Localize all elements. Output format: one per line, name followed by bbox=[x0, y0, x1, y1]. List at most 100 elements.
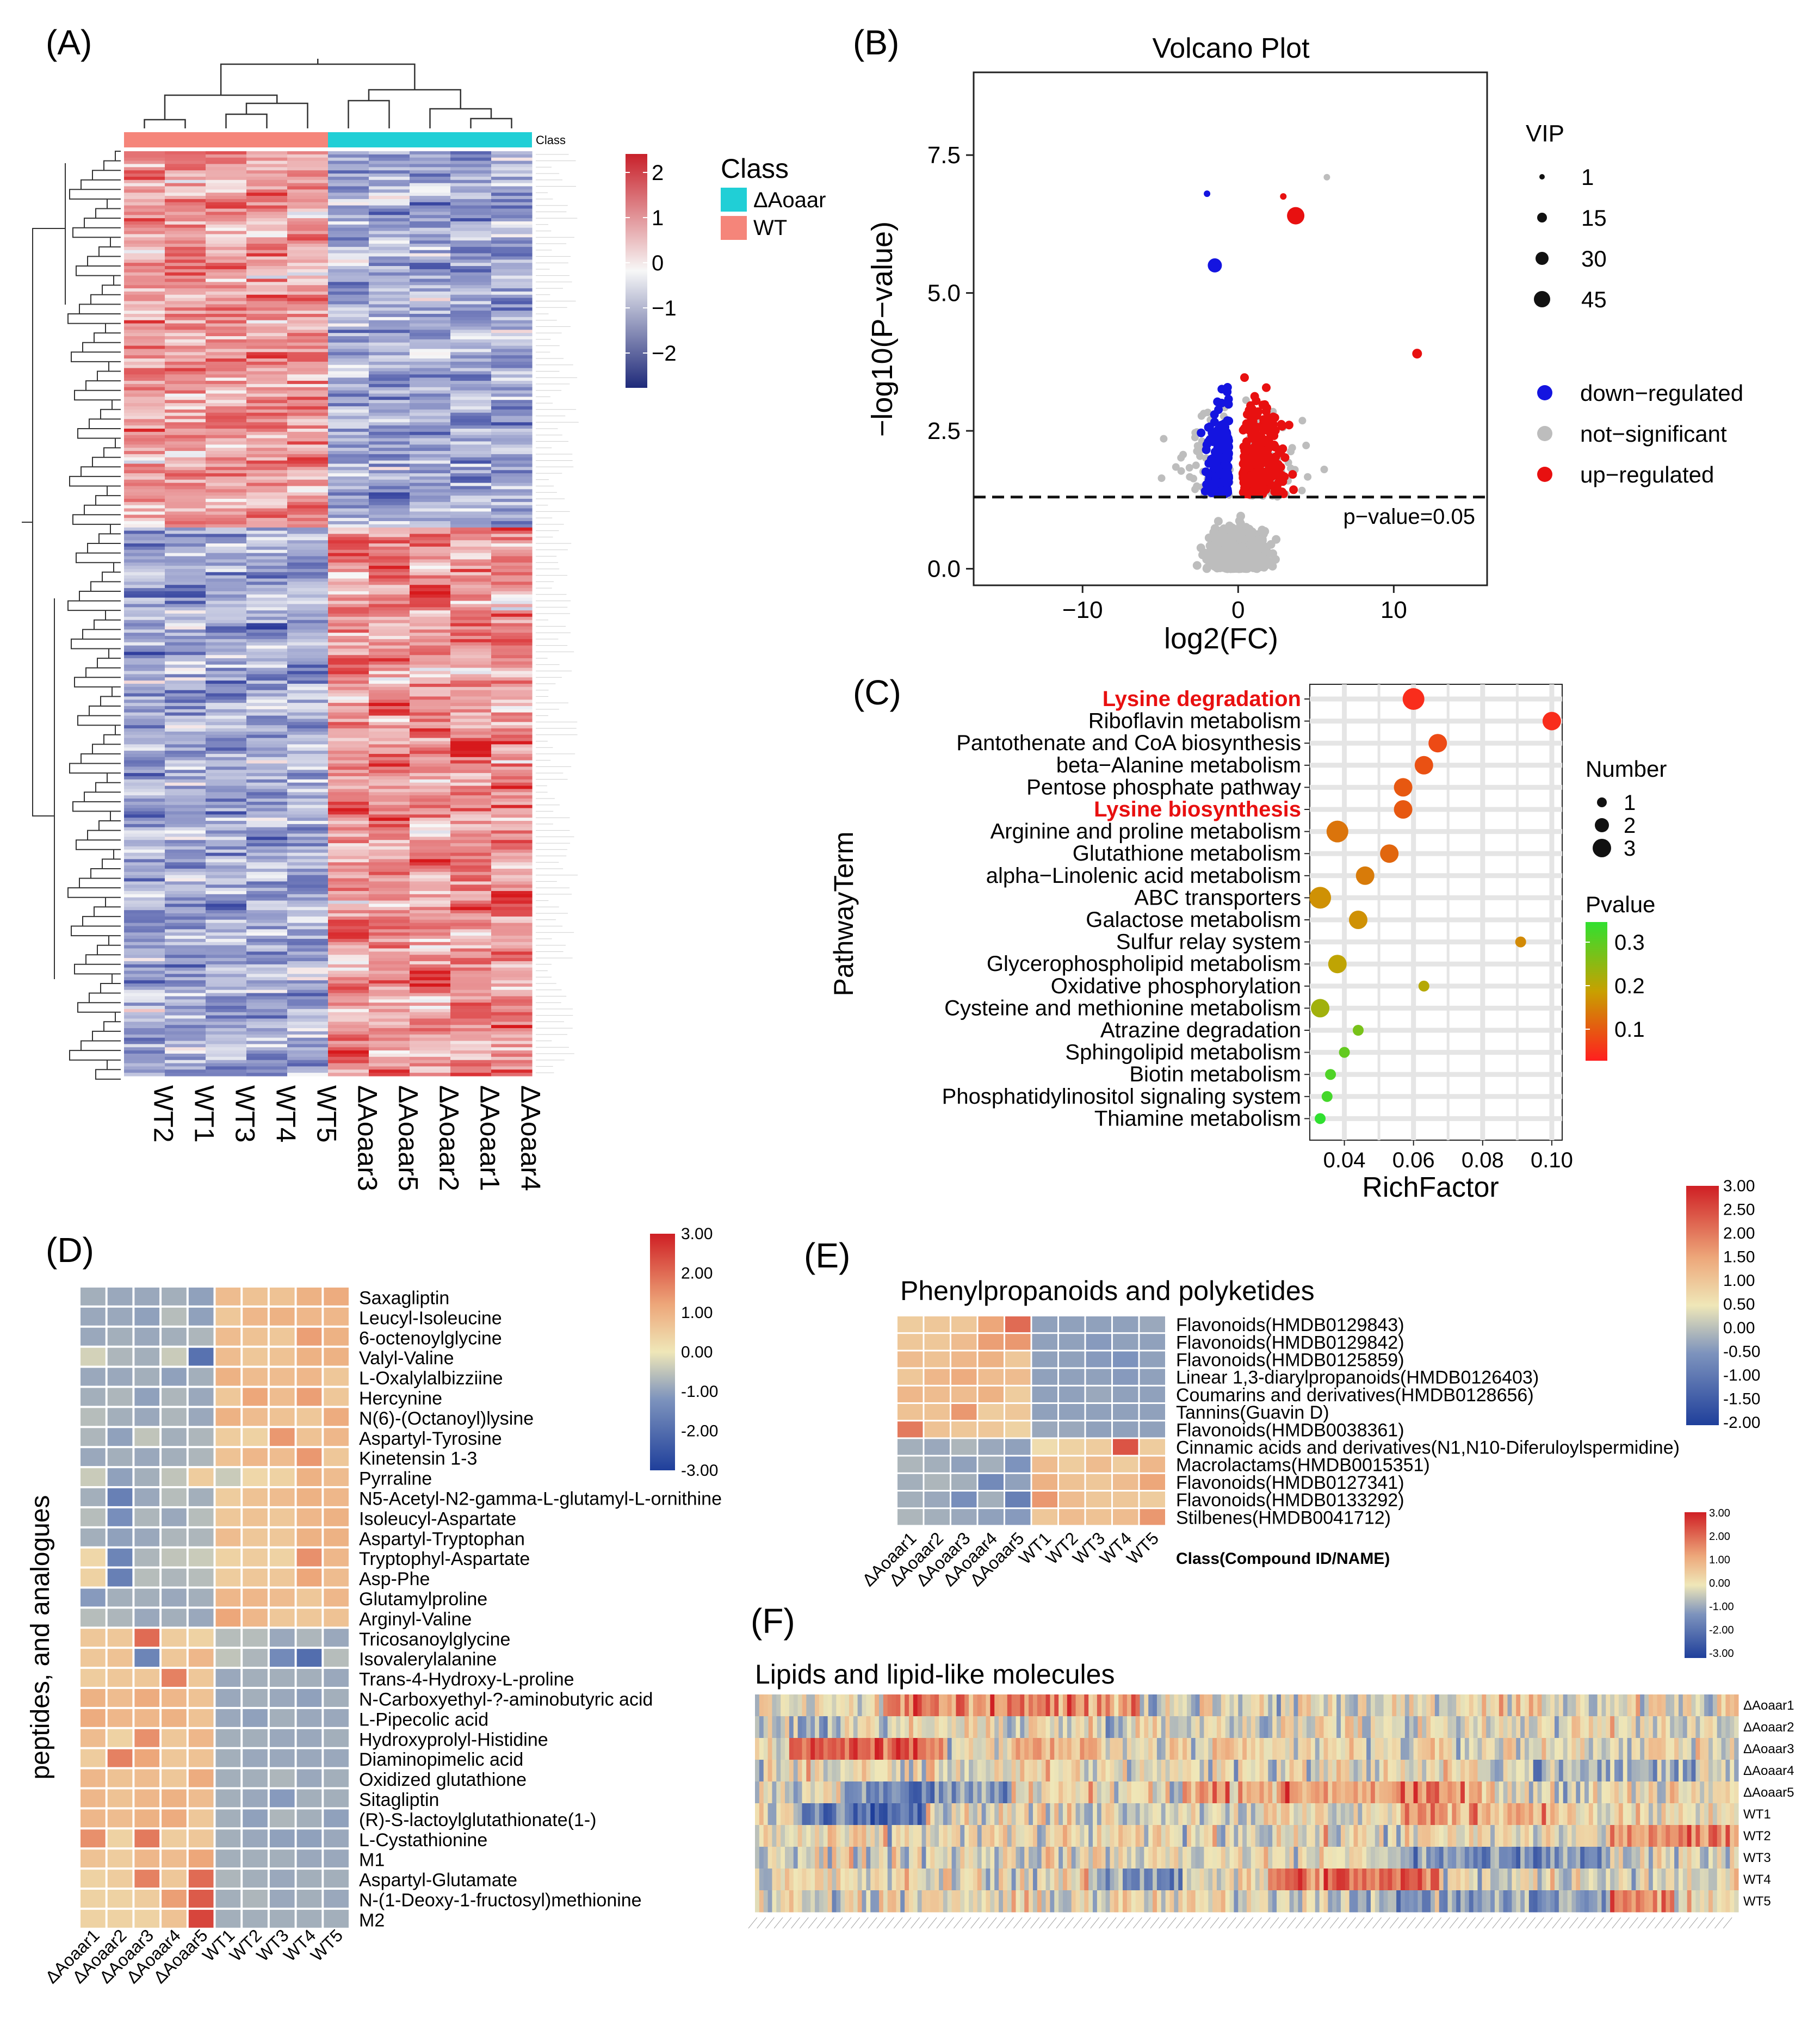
a-heat-cell bbox=[165, 244, 206, 247]
d-heat-cell bbox=[216, 1408, 241, 1426]
a-heat-cell bbox=[165, 496, 206, 499]
d-heat-cell bbox=[189, 1549, 214, 1567]
a-heat-cell bbox=[491, 473, 533, 477]
a-heat-cell bbox=[450, 990, 492, 993]
a-heat-cell bbox=[369, 840, 410, 843]
a-heat-cell bbox=[246, 189, 288, 193]
a-heat-cell bbox=[287, 180, 329, 183]
a-heat-cell bbox=[328, 827, 369, 831]
a-heat-cell bbox=[491, 633, 533, 636]
a-heat-cell bbox=[124, 958, 165, 961]
a-heat-cell bbox=[124, 786, 165, 789]
a-heat-cell bbox=[165, 610, 206, 614]
a-heat-cell bbox=[328, 505, 369, 509]
a-heat-cell bbox=[491, 444, 533, 448]
a-heat-cell bbox=[450, 859, 492, 862]
a-heat-cell bbox=[410, 949, 451, 952]
a-heat-cell bbox=[206, 154, 247, 158]
a-heat-cell bbox=[206, 945, 247, 949]
a-heat-cell bbox=[287, 292, 329, 295]
a-heat-cell bbox=[410, 617, 451, 620]
a-heat-cell bbox=[410, 831, 451, 834]
a-heat-cell bbox=[246, 636, 288, 639]
a-heat-cell bbox=[246, 419, 288, 422]
a-heat-cell bbox=[246, 499, 288, 502]
a-heat-cell bbox=[287, 910, 329, 913]
b-point-ns bbox=[1211, 524, 1219, 533]
a-heat-cell bbox=[206, 502, 247, 505]
c-number-label: 2 bbox=[1624, 814, 1636, 838]
a-heat-cell bbox=[369, 827, 410, 831]
a-heat-cell bbox=[206, 202, 247, 206]
b-point-up bbox=[1240, 373, 1249, 382]
c-point bbox=[1349, 911, 1367, 929]
a-heat-cell bbox=[246, 451, 288, 454]
a-heat-cell bbox=[124, 282, 165, 285]
a-heat-cell bbox=[165, 186, 206, 189]
a-heat-cell bbox=[206, 891, 247, 894]
a-heat-cell bbox=[369, 936, 410, 939]
a-heat-cell bbox=[328, 234, 369, 237]
a-heat-cell bbox=[410, 1009, 451, 1012]
a-heat-cell bbox=[369, 556, 410, 559]
a-heat-cell bbox=[491, 949, 533, 952]
a-heat-cell bbox=[450, 850, 492, 853]
a-heat-cell bbox=[206, 326, 247, 330]
a-heat-cell bbox=[124, 680, 165, 684]
a-heat-cell bbox=[165, 202, 206, 206]
a-heat-cell bbox=[165, 983, 206, 987]
a-heat-cell bbox=[124, 840, 165, 843]
a-heat-cell bbox=[206, 719, 247, 722]
a-heat-cell bbox=[206, 480, 247, 483]
a-heat-cell bbox=[165, 237, 206, 240]
d-heat-cell bbox=[216, 1348, 241, 1366]
a-heat-cell bbox=[206, 977, 247, 980]
b-point-ns bbox=[1219, 563, 1228, 572]
a-heat-cell bbox=[287, 642, 329, 646]
a-heat-cell bbox=[369, 292, 410, 295]
a-heat-cell bbox=[369, 1069, 410, 1073]
a-heat-cell bbox=[369, 273, 410, 276]
a-heat-cell bbox=[369, 167, 410, 170]
a-heat-cell bbox=[410, 610, 451, 614]
a-heat-cell bbox=[165, 326, 206, 330]
a-heat-cell bbox=[287, 349, 329, 352]
a-heat-cell bbox=[206, 910, 247, 913]
a-heat-cell bbox=[124, 1028, 165, 1031]
a-heat-cell bbox=[246, 438, 288, 442]
a-heat-cell bbox=[124, 932, 165, 936]
b-point-up bbox=[1260, 400, 1269, 409]
a-heat-cell bbox=[410, 422, 451, 425]
a-heat-cell bbox=[369, 939, 410, 942]
a-heat-cell bbox=[450, 444, 492, 448]
a-heat-cell bbox=[206, 853, 247, 856]
b-threshold-label: p−value=0.05 bbox=[1344, 505, 1475, 529]
a-heat-cell bbox=[328, 425, 369, 429]
a-heat-cell bbox=[246, 827, 288, 831]
a-heat-cell bbox=[124, 266, 165, 269]
a-heat-cell bbox=[328, 394, 369, 397]
d-heat-cell bbox=[324, 1549, 349, 1567]
a-heat-cell bbox=[246, 776, 288, 779]
a-heat-cell bbox=[328, 263, 369, 266]
b-point-up bbox=[1249, 487, 1258, 496]
a-heat-cell bbox=[328, 556, 369, 559]
a-heat-cell bbox=[165, 949, 206, 952]
a-heat-cell bbox=[328, 298, 369, 301]
a-heat-cell bbox=[246, 865, 288, 869]
a-heat-cell bbox=[165, 215, 206, 218]
a-heat-cell bbox=[124, 212, 165, 215]
a-heat-cell bbox=[165, 795, 206, 799]
a-heat-cell bbox=[287, 263, 329, 266]
b-point-ns bbox=[1250, 546, 1259, 555]
c-number-label: 1 bbox=[1624, 791, 1636, 815]
a-heat-cell bbox=[165, 907, 206, 910]
a-heat-cell bbox=[287, 499, 329, 502]
a-heat-cell bbox=[328, 511, 369, 515]
a-heat-cell bbox=[369, 448, 410, 451]
a-heat-cell bbox=[165, 371, 206, 374]
a-heat-cell bbox=[206, 907, 247, 910]
d-heat-cell bbox=[297, 1368, 322, 1386]
a-heat-cell bbox=[328, 486, 369, 490]
a-heat-cell bbox=[206, 425, 247, 429]
